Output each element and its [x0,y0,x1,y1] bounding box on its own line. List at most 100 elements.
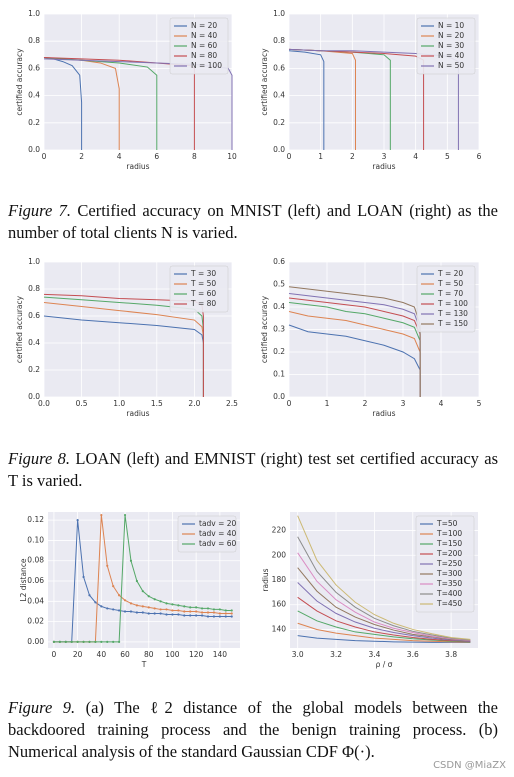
data-point [76,519,79,522]
data-line [297,610,471,643]
data-point [112,584,115,588]
x-tick-label: 3.2 [330,650,342,659]
data-point [224,615,227,618]
x-tick-label: 3.0 [292,650,304,659]
data-point [153,607,156,610]
data-point [230,615,233,618]
x-tick-label: 1 [325,399,330,408]
data-point [118,609,121,612]
legend-label: T = 70 [437,289,463,298]
y-axis-label: certified accuracy [15,48,24,116]
data-point [177,604,180,607]
data-point [212,615,216,618]
x-tick-label: 3.4 [368,650,380,659]
data-point [147,612,150,615]
legend-label: N = 60 [191,41,217,50]
data-point [58,640,61,644]
data-line [297,515,471,640]
data-point [177,613,180,616]
y-axis-label: certified accuracy [260,48,269,116]
legend-label: T=400 [436,589,462,598]
data-point [159,600,162,603]
data-point [106,564,109,567]
data-line [288,324,421,397]
x-tick-label: 8 [192,152,197,161]
data-line [297,622,471,643]
legend-label: N = 20 [191,21,217,30]
data-point [100,605,103,608]
caption: Figure 9. (a) The ℓ2 distance of the glo… [8,697,498,763]
x-tick-label: 3.6 [407,650,419,659]
watermark: CSDN @MiaZX [433,760,506,771]
data-point [88,640,91,644]
y-tick-label: 200 [272,550,287,559]
data-point [135,604,138,607]
x-tick-label: 100 [165,650,180,659]
data-point [82,640,85,644]
data-point [165,613,168,616]
data-line [297,582,471,642]
x-tick-label: 0 [42,152,47,161]
legend-label: T = 100 [437,299,468,308]
legend-label: tadv = 60 [199,539,237,548]
data-point [165,602,168,605]
legend-box [416,17,476,75]
data-point [189,614,192,617]
x-tick-label: 0.5 [76,399,88,408]
legend-label: T = 20 [437,269,463,278]
legend-box [169,265,229,313]
x-tick-label: 20 [73,650,83,659]
data-point [147,606,150,609]
y-tick-label: 0.10 [27,535,44,544]
data-point [129,559,133,562]
data-point [189,606,192,609]
legend-label: N = 100 [191,61,222,70]
legend-label: N = 20 [438,31,464,40]
y-tick-label: 0.00 [27,637,44,646]
data-point [171,603,174,606]
data-point [129,602,133,605]
x-tick-label: 5 [477,399,482,408]
caption: Figure 7. Certified accuracy on MNIST (l… [8,200,498,244]
data-point [200,607,204,610]
data-line [288,311,421,397]
y-tick-label: 0.2 [273,118,285,127]
data-point [118,594,121,597]
x-tick-label: 6 [154,152,159,161]
data-point [206,607,210,610]
y-tick-label: 220 [272,526,287,535]
data-point [183,614,186,617]
y-tick-label: 0.2 [28,365,40,374]
legend-label: T=150 [436,539,462,548]
data-point [64,640,67,644]
legend-label: T = 130 [437,309,468,318]
legend-label: T = 80 [190,299,216,308]
legend-label: T=350 [436,579,462,588]
data-point [171,609,174,612]
x-tick-label: 80 [144,650,154,659]
y-tick-label: 0.3 [273,325,285,334]
data-point [147,595,150,598]
caption-label: Figure 9. [8,698,76,717]
y-tick-label: 0.2 [28,118,40,127]
data-point [200,614,204,617]
y-tick-label: 0.04 [27,596,44,605]
data-point [141,605,144,608]
legend-label: T=300 [436,569,462,578]
data-line [297,567,471,642]
legend-label: N = 10 [438,21,464,30]
x-tick-label: 1.5 [151,399,163,408]
data-point [123,513,127,517]
x-tick-label: 40 [97,650,107,659]
x-tick-label: 1.0 [113,399,125,408]
legend-box [177,515,237,553]
legend-box [169,17,229,75]
data-point [183,605,186,608]
data-point [212,611,216,614]
y-axis-label: L2 distance [19,558,28,601]
data-point [129,610,133,613]
data-point [224,612,227,615]
y-tick-label: 0.6 [273,257,285,266]
legend-label: T=200 [436,549,462,558]
